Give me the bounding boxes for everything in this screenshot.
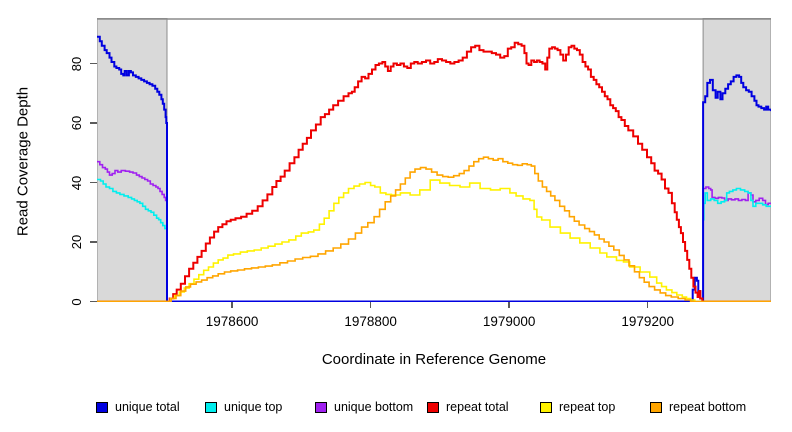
y-tick-mark — [90, 122, 97, 124]
y-tick-label: 20 — [69, 234, 84, 250]
legend-label: repeat total — [446, 400, 509, 414]
y-tick-mark — [90, 300, 97, 303]
y-tick-mark — [90, 181, 97, 184]
legend-swatch-repeat-total — [427, 402, 439, 413]
shaded-region-right — [702, 18, 771, 302]
legend-swatch-unique-bottom — [315, 402, 327, 413]
plot-canvas — [97, 18, 771, 302]
x-tick-label: 1978800 — [344, 314, 397, 329]
x-tick-mark — [508, 302, 510, 308]
y-tick-label: 40 — [69, 175, 84, 190]
y-tick-label: 0 — [69, 297, 84, 306]
legend-label: unique top — [224, 400, 283, 414]
y-axis-title: Read Coverage Depth — [14, 86, 32, 237]
x-tick-label: 1979200 — [621, 314, 674, 329]
plot-area — [97, 18, 771, 302]
series-unique-bottom — [97, 160, 771, 302]
y-tick-mark — [90, 241, 97, 243]
legend-swatch-unique-total — [96, 402, 108, 413]
series-repeat-bottom — [97, 156, 771, 302]
series-unique-top — [97, 178, 771, 302]
series-repeat-top — [97, 179, 771, 302]
x-axis-title: Coordinate in Reference Genome — [321, 351, 547, 368]
legend-label: repeat top — [559, 400, 616, 414]
legend-label: unique total — [115, 400, 180, 414]
legend-label: repeat bottom — [669, 400, 747, 414]
shaded-region-left — [97, 18, 168, 302]
y-tick-label: 60 — [69, 115, 84, 131]
legend-swatch-repeat-bottom — [650, 402, 662, 413]
y-tick-mark — [90, 62, 97, 65]
x-tick-mark — [369, 302, 372, 308]
legend: unique total unique top unique bottom repea… — [0, 399, 792, 423]
x-tick-mark — [231, 302, 233, 308]
x-tick-mark — [646, 302, 649, 308]
legend-swatch-unique-top — [205, 402, 217, 413]
series-repeat-total — [97, 41, 771, 302]
legend-label: unique bottom — [334, 400, 414, 414]
x-tick-label: 1978600 — [205, 314, 259, 329]
x-tick-label: 1979000 — [482, 314, 536, 329]
y-tick-label: 80 — [69, 56, 84, 71]
legend-swatch-repeat-top — [540, 402, 552, 413]
